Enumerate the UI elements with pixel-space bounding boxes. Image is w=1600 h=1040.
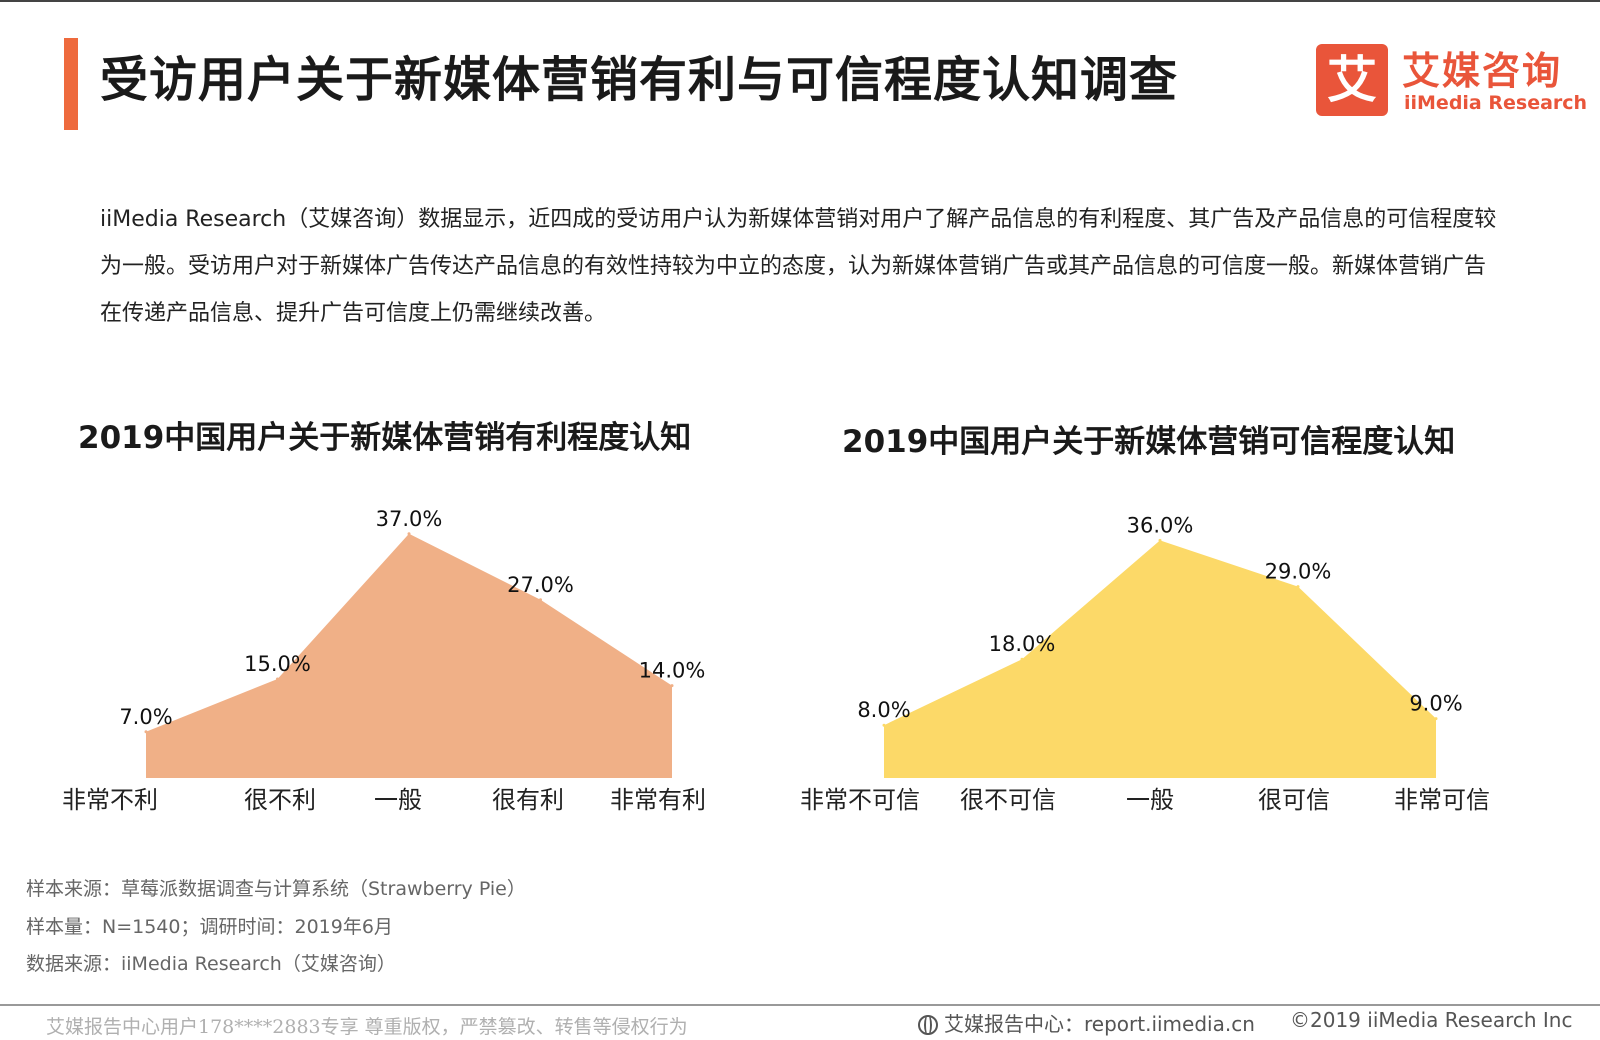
chart-0-category-label-0: 非常不利 — [62, 786, 158, 814]
logo-en-text: iiMedia Research — [1404, 92, 1588, 114]
report-center-text[interactable]: 艾媒报告中心：report.iimedia.cn — [944, 1012, 1255, 1036]
chart-title-benefit: 2019中国用户关于新媒体营销有利程度认知 — [78, 420, 692, 456]
logo-mark-glyph: 艾 — [1327, 51, 1377, 109]
chart-1-category-label-2: 一般 — [1126, 786, 1174, 814]
chart-0-category-label-3: 很有利 — [492, 786, 564, 814]
footer-sample-size: 样本量：N=1540；调研时间：2019年6月 — [26, 916, 393, 938]
chart-1-point-2 — [1158, 538, 1162, 542]
chart-0-point-3 — [539, 598, 542, 602]
iimedia-logo: 艾 艾媒咨询 iiMedia Research — [1316, 44, 1592, 120]
chart-0-data-label-1: 15.0% — [244, 652, 311, 676]
chart-0-category-label-4: 非常有利 — [610, 786, 706, 814]
chart-0-category-label-1: 很不利 — [244, 786, 316, 814]
chart-1-category-label-0: 非常不可信 — [800, 786, 920, 814]
chart-0-point-1 — [276, 677, 279, 681]
logo-mark — [1316, 44, 1388, 116]
chart-1-point-0 — [882, 723, 886, 727]
bottom-divider — [0, 1004, 1600, 1006]
chart-0-data-label-2: 37.0% — [376, 507, 443, 531]
chart-1-point-1 — [1020, 657, 1024, 661]
chart-0-point-0 — [144, 730, 148, 734]
chart-0-area — [146, 533, 672, 778]
chart-title-trust: 2019中国用户关于新媒体营销可信程度认知 — [842, 424, 1456, 460]
chart-0-point-2 — [407, 532, 411, 536]
top-divider — [0, 0, 1600, 2]
footer-data-source: 数据来源：iiMedia Research（艾媒咨询） — [26, 953, 396, 975]
title-accent-bar — [64, 38, 78, 130]
chart-1-data-label-0: 8.0% — [857, 698, 910, 722]
chart-0-point-4 — [670, 684, 674, 688]
chart-0-category-label-2: 一般 — [374, 786, 422, 814]
chart-1-point-4 — [1434, 717, 1438, 721]
page-title: 受访用户关于新媒体营销有利与可信程度认知调查 — [100, 52, 1179, 108]
chart-1-data-label-1: 18.0% — [989, 632, 1056, 656]
chart-0-data-label-3: 27.0% — [507, 573, 574, 597]
chart-0-data-label-4: 14.0% — [639, 659, 706, 683]
chart-1-data-label-3: 29.0% — [1265, 560, 1332, 584]
chart-1-category-label-4: 非常可信 — [1394, 786, 1490, 814]
chart-1-category-label-1: 很不可信 — [960, 786, 1056, 814]
footer-sample-source: 样本来源：草莓派数据调查与计算系统（Strawberry Pie） — [26, 878, 526, 900]
chart-0-data-label-0: 7.0% — [119, 705, 172, 729]
summary-paragraph: iiMedia Research（艾媒咨询）数据显示，近四成的受访用户认为新媒体… — [100, 207, 1497, 326]
chart-1-data-label-4: 9.0% — [1409, 692, 1462, 716]
report-center: 艾媒报告中心：report.iimedia.cn — [918, 1008, 1255, 1037]
chart-1-point-3 — [1296, 585, 1300, 589]
copyright-text: ©2019 iiMedia Research Inc — [1290, 1008, 1573, 1032]
chart-1-data-label-2: 36.0% — [1127, 513, 1194, 537]
logo-cn-text: 艾媒咨询 — [1402, 49, 1563, 93]
chart-1-category-label-3: 很可信 — [1258, 786, 1330, 814]
watermark-text: 艾媒报告中心用户178****2883专享 尊重版权，严禁篡改、转售等侵权行为 — [46, 1016, 688, 1038]
chart-1-area — [884, 540, 1436, 778]
globe-icon — [918, 1015, 938, 1035]
